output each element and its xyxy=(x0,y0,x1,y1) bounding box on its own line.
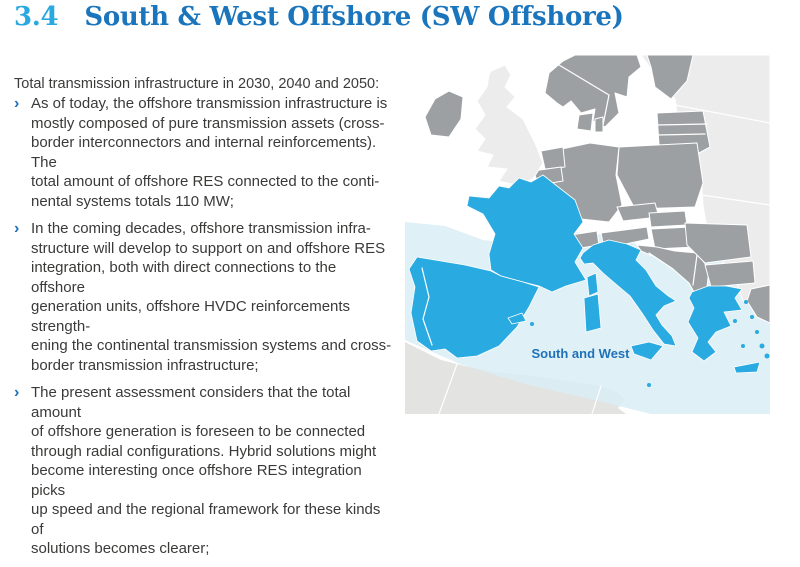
islands-balearic xyxy=(498,326,502,330)
country-italy xyxy=(579,239,677,347)
country-greece xyxy=(687,285,743,362)
country-turkey xyxy=(746,284,770,324)
country-netherlands xyxy=(540,146,566,170)
bullet-list: › As of today, the offshore transmission… xyxy=(14,94,392,567)
country-baltics xyxy=(656,110,711,154)
bullet-text: As of today, the offshore transmission i… xyxy=(31,95,388,210)
country-spain-portugal xyxy=(408,256,540,359)
border-line xyxy=(656,123,708,126)
border-line xyxy=(438,363,458,415)
intro-text: Total transmission infrastructure in 203… xyxy=(14,75,380,92)
border-line xyxy=(648,252,674,270)
border-line xyxy=(701,194,770,206)
island-malta xyxy=(647,383,651,387)
island-sardinia xyxy=(583,293,602,333)
bullet-text: In the coming decades, offshore transmis… xyxy=(31,220,392,374)
country-denmark xyxy=(576,112,594,132)
country-bulgaria xyxy=(704,260,756,288)
greek-island xyxy=(741,344,745,348)
greek-island xyxy=(744,300,748,304)
border-line xyxy=(591,385,602,415)
chevron-bullet-icon: › xyxy=(14,220,20,237)
country-poland xyxy=(616,142,704,210)
greek-island xyxy=(733,319,737,323)
border-line xyxy=(674,104,770,124)
greek-island xyxy=(755,330,759,334)
page-title: South & West Offshore (SW Offshore) xyxy=(84,2,624,32)
country-uk xyxy=(474,64,544,186)
section-number: 3.4 xyxy=(14,2,59,32)
other-countries xyxy=(424,55,770,324)
country-denmark-isles xyxy=(594,116,604,133)
island-rhodes xyxy=(764,353,770,359)
europe-map: South and West xyxy=(405,55,770,415)
chevron-bullet-icon: › xyxy=(14,95,20,112)
list-item: › In the coming decades, offshore transm… xyxy=(14,219,392,375)
country-ireland xyxy=(424,90,464,138)
border-line xyxy=(558,64,610,126)
island-sicily xyxy=(630,341,664,361)
islands-balearic xyxy=(507,312,527,325)
country-scandinavia xyxy=(544,55,642,128)
section-heading: 3.4 South & West Offshore (SW Offshore) xyxy=(14,2,624,32)
island-corsica xyxy=(586,272,599,297)
border-line xyxy=(692,254,698,286)
list-item: › As of today, the offshore transmission… xyxy=(14,94,392,211)
greek-island xyxy=(750,315,754,319)
greek-island xyxy=(759,343,765,349)
bullet-text: The present assessment considers that th… xyxy=(31,384,381,557)
border-line-portugal xyxy=(421,267,433,346)
country-slovakia xyxy=(648,210,688,228)
map-region-label: South and West xyxy=(531,346,630,361)
europe-map-svg xyxy=(405,55,770,415)
list-item: › The present assessment considers that … xyxy=(14,383,392,559)
island-crete xyxy=(733,361,761,374)
islands-balearic xyxy=(530,322,534,326)
chevron-bullet-icon: › xyxy=(14,384,20,401)
border-line xyxy=(657,133,706,136)
country-romania xyxy=(684,222,752,264)
country-finland xyxy=(646,55,694,100)
